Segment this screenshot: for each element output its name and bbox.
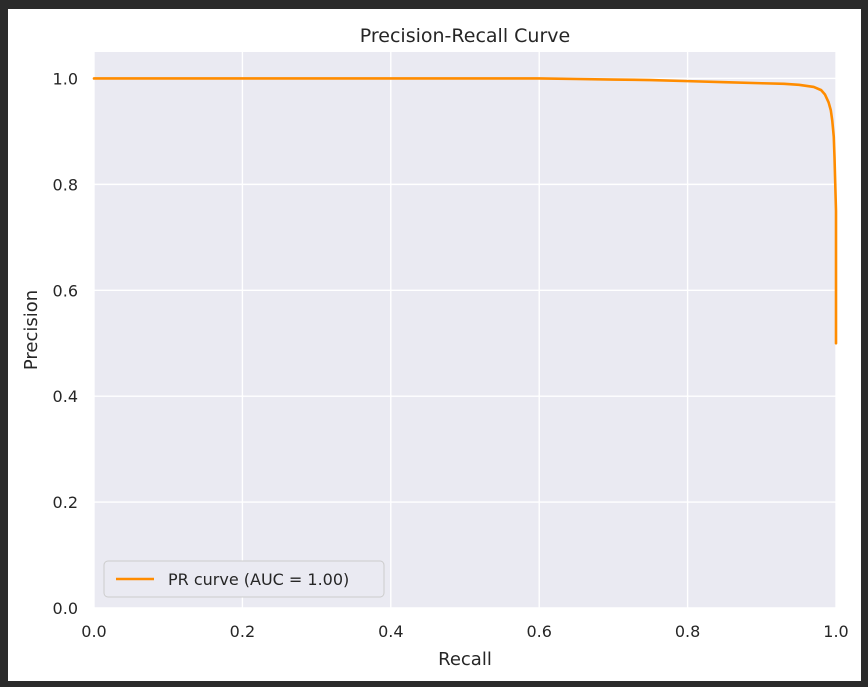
plot-area xyxy=(94,52,836,608)
y-tick-label: 1.0 xyxy=(53,69,78,88)
y-axis-label: Precision xyxy=(21,290,42,370)
x-tick-label: 0.0 xyxy=(81,622,106,641)
y-tick-label: 0.0 xyxy=(53,599,78,618)
pr-curve-line xyxy=(92,77,838,345)
y-tick-label: 0.6 xyxy=(53,281,78,300)
legend-box xyxy=(103,560,385,598)
chart-title: Precision-Recall Curve xyxy=(360,25,570,47)
y-tick-label: 0.8 xyxy=(53,175,78,194)
x-tick-label: 0.8 xyxy=(675,622,700,641)
figure-canvas: 0.0 0.2 0.4 0.6 0.8 1.0 0.0 0.2 0.4 0.6 0.8 1.0 Pr… xyxy=(8,9,861,681)
y-tick-label: 0.2 xyxy=(53,493,78,512)
x-tick-label: 1.0 xyxy=(823,622,848,641)
legend-label: PR curve (AUC = 1.00) xyxy=(168,570,349,589)
x-tick-labels: 0.0 0.2 0.4 0.6 0.8 1.0 xyxy=(81,622,848,641)
legend: PR curve (AUC = 1.00) xyxy=(103,560,385,598)
y-tick-labels: 0.0 0.2 0.4 0.6 0.8 1.0 xyxy=(53,69,78,618)
x-axis-label: Recall xyxy=(438,649,492,670)
pr-chart: 0.0 0.2 0.4 0.6 0.8 1.0 0.0 0.2 0.4 0.6 0.8 1.0 Pr… xyxy=(21,25,849,670)
x-tick-label: 0.6 xyxy=(526,622,551,641)
series-group xyxy=(92,77,838,345)
y-tick-label: 0.4 xyxy=(53,387,78,406)
x-tick-label: 0.4 xyxy=(378,622,403,641)
x-tick-label: 0.2 xyxy=(230,622,255,641)
